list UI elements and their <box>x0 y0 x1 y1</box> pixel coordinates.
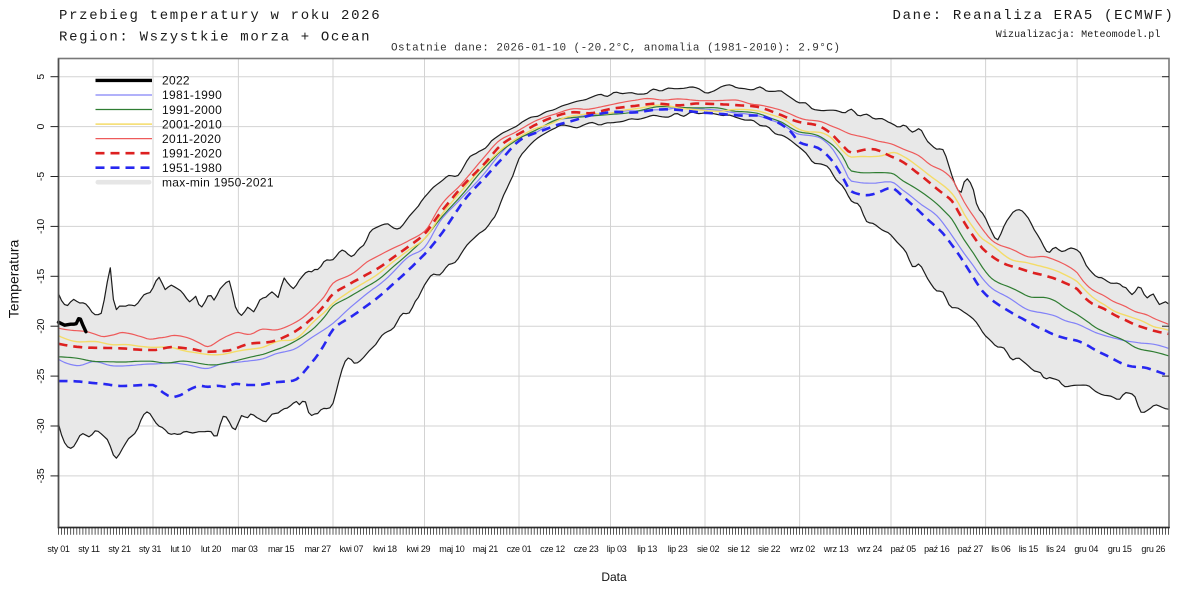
svg-text:-10: -10 <box>35 219 47 234</box>
svg-text:cze 01: cze 01 <box>507 544 532 554</box>
svg-text:2022: 2022 <box>162 74 190 88</box>
svg-text:lip 03: lip 03 <box>607 544 627 554</box>
svg-text:gru 04: gru 04 <box>1074 544 1098 554</box>
svg-text:Region: Wszystkie morza + Ocea: Region: Wszystkie morza + Ocean <box>59 29 371 45</box>
svg-text:2001-2010: 2001-2010 <box>162 117 222 131</box>
svg-text:lip 13: lip 13 <box>637 544 657 554</box>
svg-text:wrz 13: wrz 13 <box>823 544 849 554</box>
svg-text:-25: -25 <box>35 368 47 383</box>
svg-text:lip 23: lip 23 <box>668 544 688 554</box>
svg-text:Ostatnie dane: 2026-01-10 (-20: Ostatnie dane: 2026-01-10 (-20.2°C, anom… <box>391 42 840 54</box>
svg-text:2011-2020: 2011-2020 <box>162 132 221 146</box>
svg-text:lut 20: lut 20 <box>201 544 222 554</box>
svg-text:wrz 24: wrz 24 <box>856 544 882 554</box>
svg-text:1991-2000: 1991-2000 <box>162 103 222 117</box>
svg-text:sty 11: sty 11 <box>78 544 100 554</box>
svg-text:1951-1980: 1951-1980 <box>162 161 222 175</box>
svg-text:-20: -20 <box>35 318 47 333</box>
svg-text:lut 10: lut 10 <box>170 544 191 554</box>
svg-text:0: 0 <box>35 124 47 130</box>
svg-text:mar 27: mar 27 <box>305 544 332 554</box>
svg-text:-35: -35 <box>35 468 47 483</box>
svg-text:maj 10: maj 10 <box>439 544 465 554</box>
svg-text:sty 31: sty 31 <box>139 544 162 554</box>
svg-text:paź 27: paź 27 <box>958 544 984 554</box>
svg-text:sie 12: sie 12 <box>727 544 750 554</box>
svg-text:lis 24: lis 24 <box>1046 544 1066 554</box>
svg-text:Dane: Reanaliza ERA5 (ECMWF): Dane: Reanaliza ERA5 (ECMWF) <box>893 8 1175 24</box>
svg-text:kwi 18: kwi 18 <box>373 544 397 554</box>
svg-text:lis 15: lis 15 <box>1019 544 1039 554</box>
svg-text:mar 03: mar 03 <box>231 544 258 554</box>
svg-text:paź 16: paź 16 <box>924 544 950 554</box>
svg-text:paź 05: paź 05 <box>891 544 917 554</box>
svg-text:-5: -5 <box>35 172 47 181</box>
svg-text:-15: -15 <box>35 269 47 284</box>
svg-text:Przebieg temperatury w roku 20: Przebieg temperatury w roku 2026 <box>59 8 381 24</box>
svg-text:sty 21: sty 21 <box>108 544 131 554</box>
svg-text:Wizualizacja: Meteomodel.pl: Wizualizacja: Meteomodel.pl <box>996 29 1161 41</box>
svg-text:maj 21: maj 21 <box>473 544 499 554</box>
svg-text:-30: -30 <box>35 418 47 433</box>
svg-text:5: 5 <box>35 74 47 80</box>
svg-text:cze 23: cze 23 <box>574 544 599 554</box>
svg-text:1981-1990: 1981-1990 <box>162 88 222 102</box>
svg-text:gru 15: gru 15 <box>1108 544 1132 554</box>
svg-text:kwi 07: kwi 07 <box>339 544 363 554</box>
svg-text:cze 12: cze 12 <box>540 544 565 554</box>
svg-text:lis 06: lis 06 <box>991 544 1011 554</box>
svg-text:mar 15: mar 15 <box>268 544 295 554</box>
svg-text:wrz 02: wrz 02 <box>789 544 815 554</box>
svg-text:max-min 1950-2021: max-min 1950-2021 <box>162 176 274 190</box>
svg-text:Data: Data <box>601 570 627 584</box>
svg-text:gru 26: gru 26 <box>1141 544 1165 554</box>
svg-text:sie 02: sie 02 <box>697 544 720 554</box>
svg-text:sie 22: sie 22 <box>758 544 781 554</box>
svg-text:Temperatura: Temperatura <box>6 239 22 318</box>
svg-text:kwi 29: kwi 29 <box>407 544 431 554</box>
svg-text:sty 01: sty 01 <box>47 544 70 554</box>
svg-text:1991-2020: 1991-2020 <box>162 147 222 161</box>
